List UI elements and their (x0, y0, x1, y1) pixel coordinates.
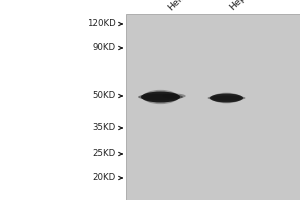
Ellipse shape (210, 94, 243, 102)
Text: 20KD: 20KD (92, 173, 116, 182)
Text: 90KD: 90KD (92, 44, 116, 52)
Text: 50KD: 50KD (92, 92, 116, 100)
Text: 35KD: 35KD (92, 123, 116, 132)
Ellipse shape (138, 94, 183, 100)
Ellipse shape (162, 94, 186, 98)
Text: Hela: Hela (167, 0, 188, 12)
Text: 25KD: 25KD (92, 150, 116, 158)
Text: HepG2: HepG2 (228, 0, 257, 12)
Ellipse shape (143, 90, 178, 104)
Ellipse shape (208, 96, 245, 100)
Bar (126, 14, 300, 200)
Ellipse shape (141, 92, 180, 102)
Ellipse shape (212, 93, 241, 103)
Text: 120KD: 120KD (87, 20, 116, 28)
